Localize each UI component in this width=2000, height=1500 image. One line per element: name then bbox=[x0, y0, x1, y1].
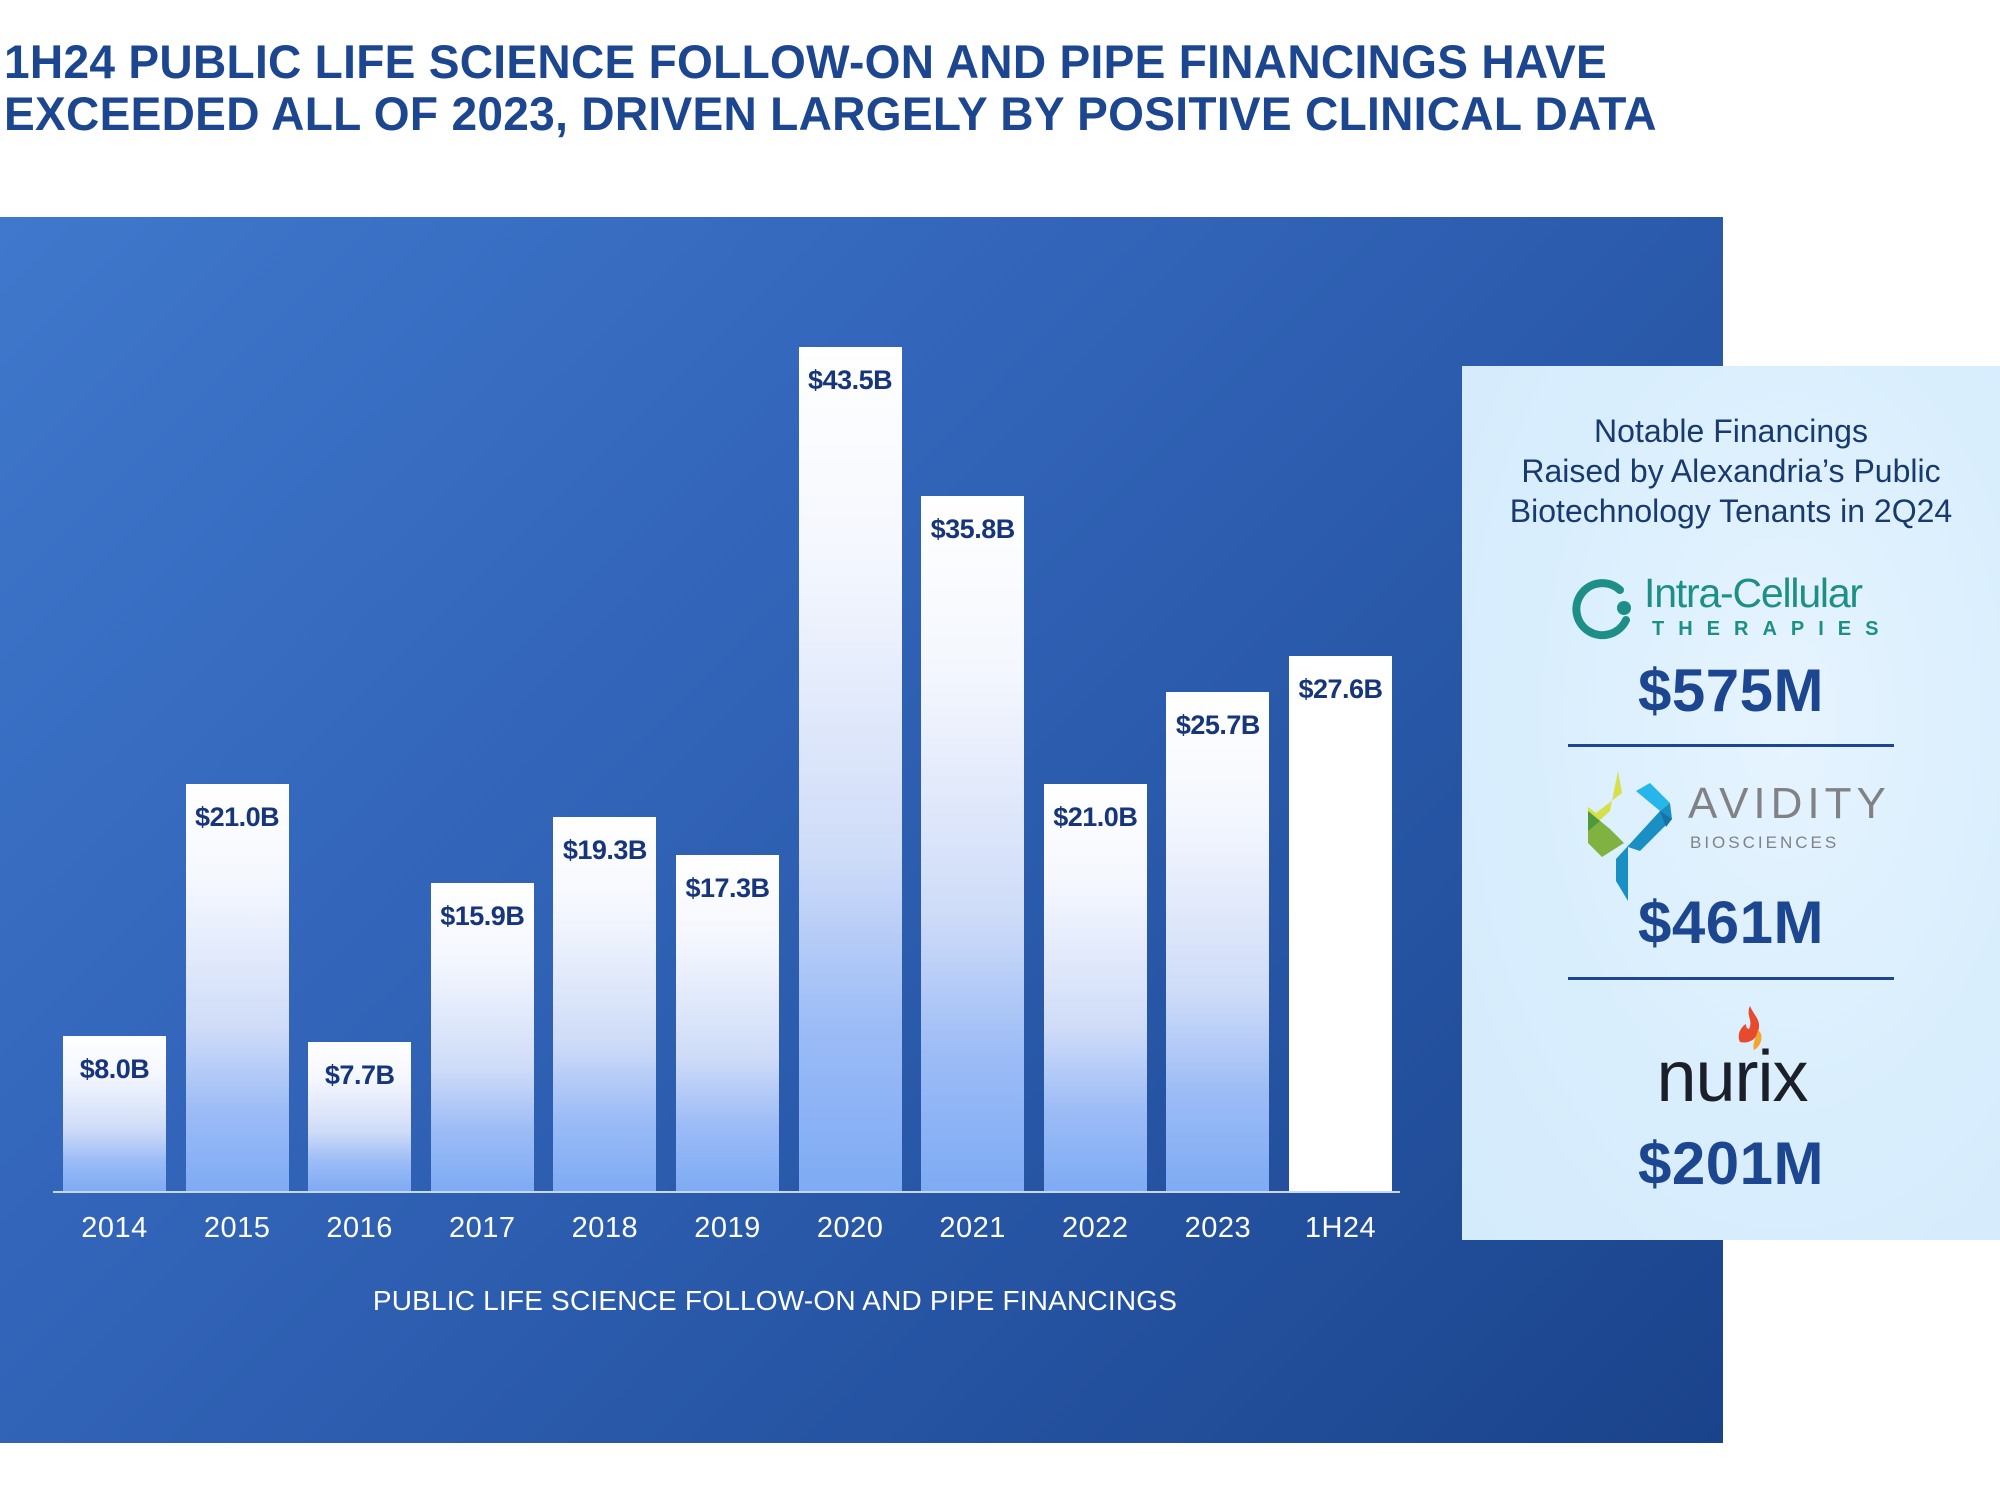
company-subname: THERAPIES bbox=[1652, 618, 1893, 640]
x-tick-label: 2017 bbox=[449, 1212, 516, 1244]
bar-value-label: $7.7B bbox=[324, 1060, 395, 1090]
bar-value-label: $43.5B bbox=[808, 365, 893, 395]
amount-avidity: $461M bbox=[1638, 889, 1824, 956]
bar-value-label: $25.7B bbox=[1175, 710, 1261, 740]
bar-2022: $21.0B bbox=[1043, 784, 1147, 1191]
x-tick-label: 2015 bbox=[203, 1212, 271, 1244]
bar-value-label: $8.0B bbox=[79, 1054, 150, 1084]
company-subname: BIOSCIENCES bbox=[1690, 833, 1840, 852]
x-tick-label: 2014 bbox=[81, 1212, 148, 1244]
chart-panel: $8.0B 2014 $21.0B 2015 $7.7B 2016 $15.9B 2017 $1… bbox=[0, 217, 1723, 1443]
bar-value-label: $19.3B bbox=[562, 835, 648, 865]
avidity-logo: AVIDITY BIOSCIENCES bbox=[1588, 771, 1888, 901]
heading-line-2: Raised by Alexandria’s Public bbox=[1521, 453, 1941, 489]
side-panel-heading: Notable Financings Raised by Alexandria’… bbox=[1462, 411, 2000, 531]
bar-2015: $21.0B bbox=[185, 784, 289, 1191]
bar-value-label: $35.8B bbox=[930, 514, 1016, 544]
amount-intra-cellular: $575M bbox=[1638, 657, 1824, 724]
bar-2020: $43.5B bbox=[798, 347, 902, 1191]
company-name: Intra-Cellular bbox=[1644, 570, 1863, 616]
bar-2016: $7.7B bbox=[308, 1042, 412, 1191]
bar-value-label: $17.3B bbox=[685, 873, 770, 903]
x-axis-line bbox=[53, 1191, 1400, 1193]
x-tick-label: 2021 bbox=[939, 1212, 1006, 1244]
intra-cellular-logo-icon bbox=[1572, 579, 1631, 640]
bar-2018: $19.3B bbox=[553, 817, 657, 1191]
x-tick-label: 2020 bbox=[816, 1212, 884, 1244]
bar-value-label: $21.0B bbox=[1053, 802, 1138, 832]
title-line-1: 1H24 PUBLIC LIFE SCIENCE FOLLOW-ON AND P… bbox=[4, 35, 1608, 88]
nurix-logo: nurix bbox=[1632, 1006, 1832, 1144]
bar-2014: $8.0B bbox=[63, 1036, 166, 1191]
bar-value-label: $15.9B bbox=[440, 901, 525, 931]
x-tick-label: 1H24 bbox=[1304, 1212, 1377, 1244]
divider bbox=[1568, 744, 1894, 747]
intra-cellular-logo: Intra-Cellular THERAPIES bbox=[1572, 570, 1912, 650]
bar-value-label: $21.0B bbox=[195, 802, 280, 832]
x-tick-label: 2023 bbox=[1184, 1212, 1252, 1244]
bar-2023: $25.7B bbox=[1166, 692, 1270, 1191]
bar-2017: $15.9B bbox=[430, 883, 534, 1191]
divider bbox=[1568, 977, 1894, 980]
bar-2019: $17.3B bbox=[676, 855, 779, 1191]
x-tick-label: 2022 bbox=[1062, 1212, 1129, 1244]
heading-line-1: Notable Financings bbox=[1594, 413, 1868, 449]
x-axis-title: PUBLIC LIFE SCIENCE FOLLOW-ON AND PIPE F… bbox=[372, 1285, 1178, 1316]
x-tick-label: 2018 bbox=[571, 1212, 639, 1244]
title-line-2: EXCEEDED ALL OF 2023, DRIVEN LARGELY BY … bbox=[4, 87, 1657, 140]
page-title: 1H24 PUBLIC LIFE SCIENCE FOLLOW-ON AND P… bbox=[4, 36, 1866, 140]
x-tick-label: 2016 bbox=[326, 1212, 393, 1244]
x-tick-label: 2019 bbox=[694, 1212, 761, 1244]
bar-1h24: $27.6B bbox=[1289, 656, 1392, 1191]
company-name: nurix bbox=[1656, 1037, 1808, 1117]
bar-value-label: $27.6B bbox=[1298, 674, 1383, 704]
notable-financings-panel: Notable Financings Raised by Alexandria’… bbox=[1462, 366, 2000, 1240]
amount-nurix: $201M bbox=[1638, 1130, 1824, 1197]
nurix-flame-icon bbox=[1738, 1006, 1762, 1050]
company-name: AVIDITY bbox=[1688, 779, 1891, 828]
avidity-logo-icon bbox=[1588, 771, 1672, 901]
heading-line-3: Biotechnology Tenants in 2Q24 bbox=[1509, 493, 1953, 529]
bar-chart: $8.0B 2014 $21.0B 2015 $7.7B 2016 $15.9B 2017 $1… bbox=[0, 217, 1723, 1443]
bar-2021: $35.8B bbox=[921, 496, 1025, 1191]
